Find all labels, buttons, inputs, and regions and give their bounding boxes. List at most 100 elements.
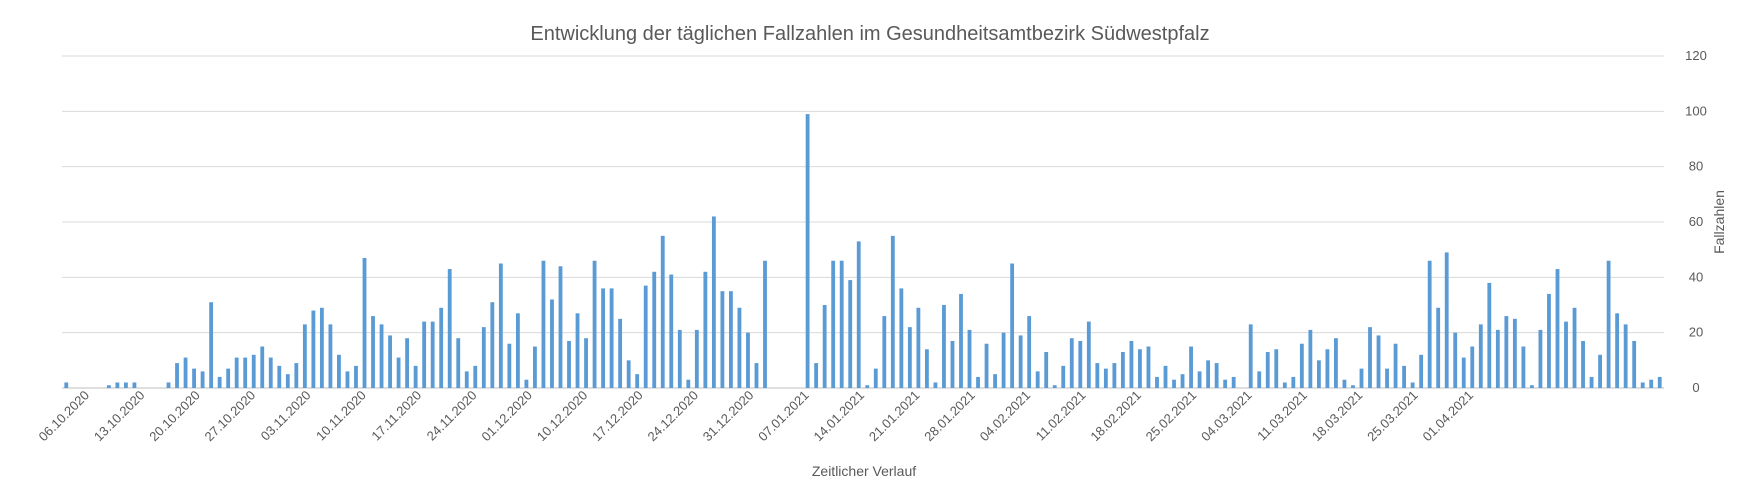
- bar: [950, 340, 955, 388]
- bar: [439, 307, 444, 388]
- bar: [1564, 321, 1568, 388]
- bar: [1027, 316, 1032, 388]
- bar: [183, 357, 188, 388]
- bar: [652, 271, 657, 388]
- bar: [1478, 324, 1483, 388]
- bar: [1138, 349, 1142, 388]
- bar: [643, 285, 648, 388]
- x-tick-label: 10.12.2020: [534, 388, 591, 445]
- x-tick-label: 11.03.2021: [1254, 388, 1310, 444]
- bar: [677, 329, 682, 388]
- bar: [430, 321, 435, 388]
- bar: [1436, 307, 1441, 388]
- bar: [873, 368, 878, 388]
- bar: [1044, 352, 1049, 388]
- bar: [669, 274, 674, 388]
- bar: [746, 332, 750, 388]
- bar: [1615, 313, 1620, 388]
- bar: [967, 329, 972, 388]
- bar: [942, 305, 946, 388]
- bar: [319, 307, 324, 388]
- x-tick-label: 28.01.2021: [921, 388, 978, 445]
- bar: [1538, 329, 1543, 388]
- bar: [1291, 376, 1296, 388]
- x-tick-label: 14.01.2021: [811, 388, 868, 445]
- bar: [1461, 357, 1466, 388]
- bar: [584, 338, 588, 388]
- bar: [251, 354, 256, 388]
- x-tick-label: 25.03.2021: [1364, 388, 1421, 445]
- bar: [1325, 349, 1330, 388]
- bar: [882, 316, 887, 388]
- bar: [890, 235, 895, 388]
- x-tick-label: 20.10.2020: [146, 388, 203, 445]
- bar: [1197, 371, 1202, 388]
- bar: [1069, 338, 1074, 388]
- bar: [737, 307, 742, 388]
- bar: [575, 313, 580, 388]
- bar: [234, 357, 239, 388]
- bar: [592, 260, 597, 388]
- bar: [388, 335, 392, 388]
- bar: [1342, 379, 1347, 388]
- bar: [916, 307, 921, 388]
- bar: [1334, 338, 1338, 388]
- bar: [1035, 371, 1040, 388]
- bar: [1521, 346, 1526, 388]
- bar: [277, 365, 282, 388]
- bar: [805, 114, 810, 388]
- bar: [464, 371, 469, 388]
- bar: [1359, 368, 1364, 388]
- bar: [976, 376, 980, 388]
- bar: [64, 382, 69, 388]
- y-tick-label: 60: [1689, 214, 1703, 229]
- bar: [831, 260, 836, 388]
- x-tick-label: 10.11.2020: [313, 388, 369, 444]
- bar: [1555, 269, 1560, 388]
- bar: [694, 329, 699, 388]
- bar: [1649, 379, 1654, 388]
- bar: [379, 324, 384, 388]
- bar: [123, 382, 128, 388]
- y-axis-label: Fallzahlen: [1711, 190, 1727, 254]
- bar: [686, 379, 691, 388]
- y-tick-label: 120: [1685, 48, 1707, 63]
- bar: [1598, 354, 1602, 388]
- bar: [285, 374, 290, 388]
- bar: [1180, 374, 1185, 388]
- bar: [481, 327, 486, 388]
- bar: [1351, 385, 1355, 388]
- bar: [1402, 365, 1407, 388]
- bar: [328, 324, 333, 388]
- bar: [1265, 352, 1270, 388]
- bar: [1274, 349, 1279, 388]
- bar: [371, 316, 375, 388]
- x-tick-label: 25.02.2021: [1143, 388, 1200, 445]
- bar: [626, 360, 631, 388]
- bar: [1095, 363, 1100, 388]
- bar: [959, 293, 963, 388]
- bar: [345, 371, 350, 388]
- bar: [1385, 368, 1389, 388]
- bar: [1530, 385, 1534, 388]
- x-tick-label: 24.11.2020: [424, 388, 480, 444]
- bar: [1052, 385, 1057, 388]
- bar: [1606, 260, 1611, 388]
- bar: [1120, 352, 1125, 388]
- bar: [1112, 363, 1117, 388]
- bar: [1223, 379, 1228, 388]
- bar: [729, 291, 733, 388]
- bar: [550, 299, 554, 388]
- bar: [1495, 329, 1500, 388]
- bar: [1512, 318, 1517, 388]
- y-tick-label: 100: [1685, 103, 1707, 118]
- bar: [1061, 365, 1066, 388]
- bar: [856, 241, 861, 388]
- bar: [302, 324, 307, 388]
- bar: [635, 374, 640, 388]
- x-tick-label: 18.02.2021: [1087, 388, 1144, 445]
- bar: [703, 271, 708, 388]
- bar: [490, 302, 495, 388]
- bar: [1640, 382, 1645, 388]
- bar: [1410, 382, 1415, 388]
